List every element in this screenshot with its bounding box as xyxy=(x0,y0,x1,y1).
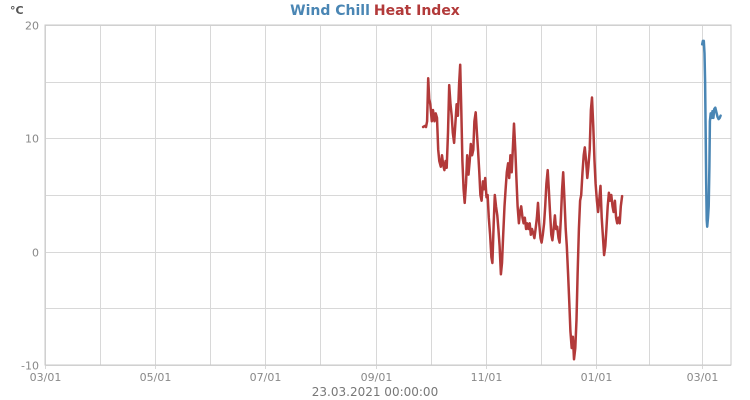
plot-frame xyxy=(44,24,732,366)
y-axis-ticks: -10 0 10 20 xyxy=(21,20,39,373)
y-tick-label: 0 xyxy=(32,247,39,260)
x-tick-label: 01/01 xyxy=(581,371,613,384)
grid xyxy=(45,25,731,369)
series-heat-index-line xyxy=(421,63,624,361)
x-tick-label: 03/01 xyxy=(687,371,719,384)
title-wind-chill: Wind Chill xyxy=(290,3,370,19)
y-tick-label: -10 xyxy=(21,360,39,373)
x-tick-label: 03/01 xyxy=(30,371,62,384)
x-axis-ticks: 03/01 05/01 07/01 09/01 11/01 01/01 03/01 xyxy=(30,371,719,384)
x-tick-label: 09/01 xyxy=(361,371,393,384)
y-tick-label: 10 xyxy=(25,133,39,146)
timestamp-label: 23.03.2021 00:00:00 xyxy=(312,385,438,399)
series-wind-chill-line xyxy=(700,39,722,228)
series-lines xyxy=(421,39,722,361)
chart-title: Wind Chill Heat Index xyxy=(290,3,460,19)
y-tick-label: 20 xyxy=(25,20,39,33)
title-heat-index: Heat Index xyxy=(374,3,460,19)
y-axis-unit: °C xyxy=(10,4,24,17)
x-tick-label: 05/01 xyxy=(140,371,172,384)
x-tick-label: 07/01 xyxy=(250,371,282,384)
x-tick-label: 11/01 xyxy=(471,371,503,384)
